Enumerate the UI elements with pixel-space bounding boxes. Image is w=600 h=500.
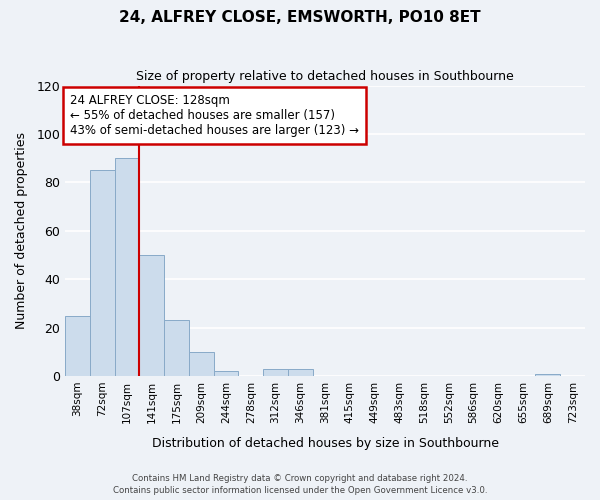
Bar	[535, 374, 560, 376]
Bar	[263, 369, 288, 376]
Bar	[164, 320, 189, 376]
Bar	[189, 352, 214, 376]
Title: Size of property relative to detached houses in Southbourne: Size of property relative to detached ho…	[136, 70, 514, 83]
Bar	[115, 158, 139, 376]
Y-axis label: Number of detached properties: Number of detached properties	[15, 132, 28, 330]
Text: 24 ALFREY CLOSE: 128sqm
← 55% of detached houses are smaller (157)
43% of semi-d: 24 ALFREY CLOSE: 128sqm ← 55% of detache…	[70, 94, 359, 138]
Bar	[139, 255, 164, 376]
Text: Contains HM Land Registry data © Crown copyright and database right 2024.
Contai: Contains HM Land Registry data © Crown c…	[113, 474, 487, 495]
Bar	[65, 316, 90, 376]
Bar	[288, 369, 313, 376]
Text: 24, ALFREY CLOSE, EMSWORTH, PO10 8ET: 24, ALFREY CLOSE, EMSWORTH, PO10 8ET	[119, 10, 481, 25]
X-axis label: Distribution of detached houses by size in Southbourne: Distribution of detached houses by size …	[152, 437, 499, 450]
Bar	[214, 372, 238, 376]
Bar	[90, 170, 115, 376]
